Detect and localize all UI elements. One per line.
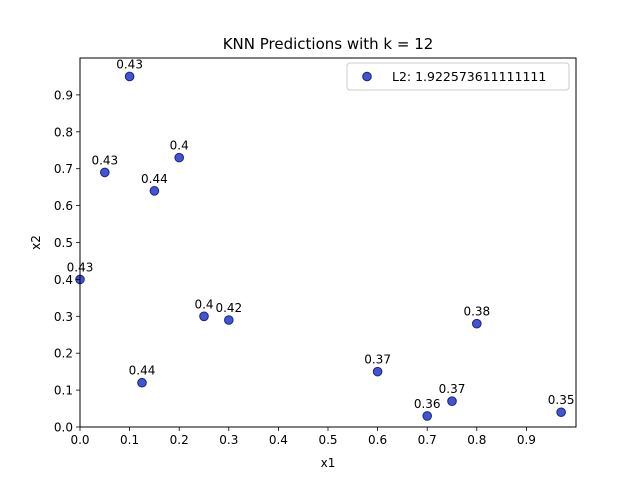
legend-marker <box>362 71 372 82</box>
x-tick-label: 0.3 <box>219 433 238 447</box>
data-point <box>556 407 566 418</box>
x-tick-label: 0.5 <box>318 433 337 447</box>
data-label: 0.4 <box>170 139 189 153</box>
x-tick-label: 0.4 <box>269 433 288 447</box>
y-tick-label: 0.9 <box>54 88 73 102</box>
data-point <box>472 318 482 329</box>
data-point <box>422 411 433 421</box>
y-tick-label: 0.2 <box>54 347 73 361</box>
x-tick-label: 0.0 <box>70 433 89 447</box>
data-point <box>124 71 135 82</box>
x-tick-label: 0.8 <box>467 433 486 447</box>
data-point <box>447 396 457 406</box>
data-point <box>174 152 184 163</box>
data-label: 0.37 <box>439 382 466 396</box>
y-tick-label: 0.7 <box>54 162 73 176</box>
x-axis-ticks: 0.0 0.1 0.2 0.3 0.4 0.5 0.6 0.7 0.8 0.9 <box>70 427 536 447</box>
data-label: 0.44 <box>141 172 168 186</box>
data-label: 0.43 <box>116 57 143 71</box>
x-tick-label: 0.6 <box>368 433 387 447</box>
data-label: 0.38 <box>463 305 490 319</box>
data-layer: 0.430.430.40.440.430.4 0.420.440.370.380.… <box>67 57 575 421</box>
x-tick-label: 0.9 <box>517 433 536 447</box>
data-label: 0.42 <box>215 301 242 315</box>
y-tick-label: 0.5 <box>54 236 73 250</box>
data-point <box>149 186 160 196</box>
data-point <box>100 167 110 178</box>
y-tick-label: 0.8 <box>54 125 73 139</box>
y-tick-label: 0.6 <box>54 199 73 213</box>
y-axis-ticks: 0.0 0.1 0.2 0.3 0.4 0.5 0.6 0.7 0.8 0.9 <box>54 88 80 435</box>
x-tick-label: 0.2 <box>170 433 189 447</box>
data-point <box>224 315 234 325</box>
y-axis-label: x2 <box>29 235 43 250</box>
data-label: 0.35 <box>548 393 575 407</box>
y-tick-label: 0.4 <box>54 273 73 287</box>
x-axis-label: x1 <box>321 456 336 470</box>
data-label: 0.4 <box>194 297 213 311</box>
y-tick-label: 0.0 <box>54 421 73 435</box>
data-point <box>199 311 209 322</box>
legend: L2: 1.922573611111111 <box>346 62 570 91</box>
data-point <box>372 366 383 377</box>
legend-label: L2: 1.922573611111111 <box>392 69 546 84</box>
legend-box <box>346 62 570 91</box>
chart-title: KNN Predictions with k = 12 <box>223 35 434 53</box>
x-tick-label: 0.1 <box>120 433 139 447</box>
y-tick-label: 0.1 <box>54 384 73 398</box>
data-label: 0.44 <box>129 364 156 378</box>
x-tick-label: 0.7 <box>418 433 437 447</box>
y-tick-label: 0.3 <box>54 310 73 324</box>
data-label: 0.36 <box>414 397 441 411</box>
data-point <box>137 377 147 388</box>
data-label: 0.43 <box>91 153 118 167</box>
data-label: 0.37 <box>364 353 391 367</box>
